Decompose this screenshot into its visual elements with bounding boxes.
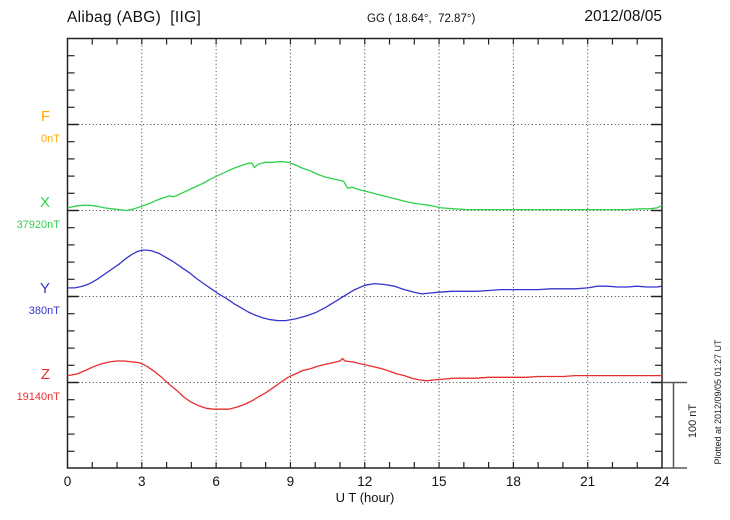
component-baseline-value-Z: 19140nT <box>16 390 60 403</box>
trace-Y <box>67 249 663 322</box>
trace-X <box>67 160 663 212</box>
component-baseline-value-Y: 380nT <box>28 304 60 317</box>
hour-label-3: 3 <box>138 474 146 489</box>
scale-bar <box>662 381 687 469</box>
component-baseline-value-X: 37920nT <box>16 218 60 231</box>
component-letter-Z: Z <box>40 366 50 383</box>
component-letter-Y: Y <box>39 280 50 297</box>
station-title: Alibag (ABG) [IIG] <box>67 9 202 26</box>
component-letter-F: F <box>40 108 50 125</box>
component-baseline-value-F: 0nT <box>41 132 60 145</box>
trace-Z <box>67 357 662 410</box>
hour-label-18: 18 <box>505 474 521 489</box>
hour-label-24: 24 <box>654 474 670 489</box>
grid-vertical-dotted <box>141 38 589 468</box>
component-letter-X: X <box>39 194 50 211</box>
plotted-timestamp: Plotted at 2012/09/05 01:27 UT <box>713 339 723 465</box>
hour-ticks <box>91 38 638 468</box>
scale-bar-label: 100 nT <box>687 403 699 439</box>
gg-coordinates: GG ( 18.64°, 72.87°) <box>367 13 476 25</box>
plot-date: 2012/08/05 <box>584 8 662 25</box>
hour-label-12: 12 <box>357 474 373 489</box>
hour-label-0: 0 <box>63 474 72 489</box>
hour-label-6: 6 <box>212 474 220 489</box>
x-axis-title: U T (hour) <box>335 490 395 505</box>
hour-label-21: 21 <box>580 474 596 489</box>
hour-label-15: 15 <box>431 474 447 489</box>
component-baselines-dotted <box>67 124 662 383</box>
hour-label-9: 9 <box>286 474 295 489</box>
nT-ticks <box>67 55 662 452</box>
